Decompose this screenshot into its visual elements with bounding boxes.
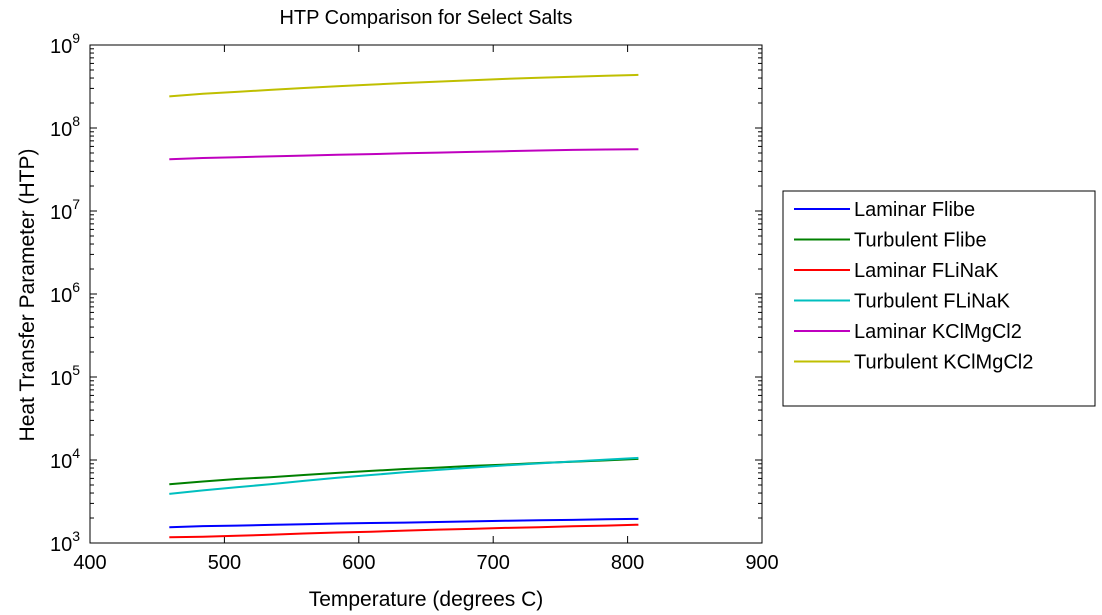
y-tick-label: 108 [50,113,80,141]
x-tick-label: 600 [342,552,375,574]
series-line-5 [169,73,639,98]
x-tick-labels: 400 500 600 700 800 900 [73,552,778,574]
y-tick-label: 109 [50,30,80,58]
x-tick-label: 700 [477,552,510,574]
legend-label-3: Turbulent FLiNaK [854,291,1011,313]
y-axis-label: Heat Transfer Parameter (HTP) [16,149,39,442]
y-tick-label: 107 [50,196,80,224]
legend-label-2: Laminar FLiNaK [854,260,999,282]
y-tick-label: 103 [50,528,80,556]
x-tick-label: 400 [73,552,106,574]
y-tick-labels: 103 104 105 106 107 108 109 [50,30,80,556]
series-line-4 [169,148,639,161]
legend-items: Laminar Flibe Turbulent Flibe Laminar FLiN… [794,199,1033,374]
legend-box [782,190,1096,407]
axis-ticks [89,44,763,544]
x-tick-label: 900 [745,552,778,574]
legend: Laminar Flibe Turbulent Flibe Laminar FLiN… [782,190,1096,407]
legend-label-4: Laminar KClMgCl2 [854,321,1022,343]
chart-title: HTP Comparison for Select Salts [279,7,572,29]
x-axis-label: Temperature (degrees C) [309,588,544,611]
series-line-0 [169,517,639,529]
y-tick-label: 106 [50,279,80,307]
legend-label-5: Turbulent KClMgCl2 [854,352,1033,374]
legend-label-1: Turbulent Flibe [854,230,987,252]
series-lines [169,73,639,539]
legend-label-0: Laminar Flibe [854,199,975,221]
x-tick-label: 500 [208,552,241,574]
y-tick-label: 105 [50,362,80,390]
y-tick-label: 104 [50,445,80,473]
x-tick-label: 800 [611,552,644,574]
series-line-2 [169,523,639,539]
series-line-3 [169,456,639,495]
